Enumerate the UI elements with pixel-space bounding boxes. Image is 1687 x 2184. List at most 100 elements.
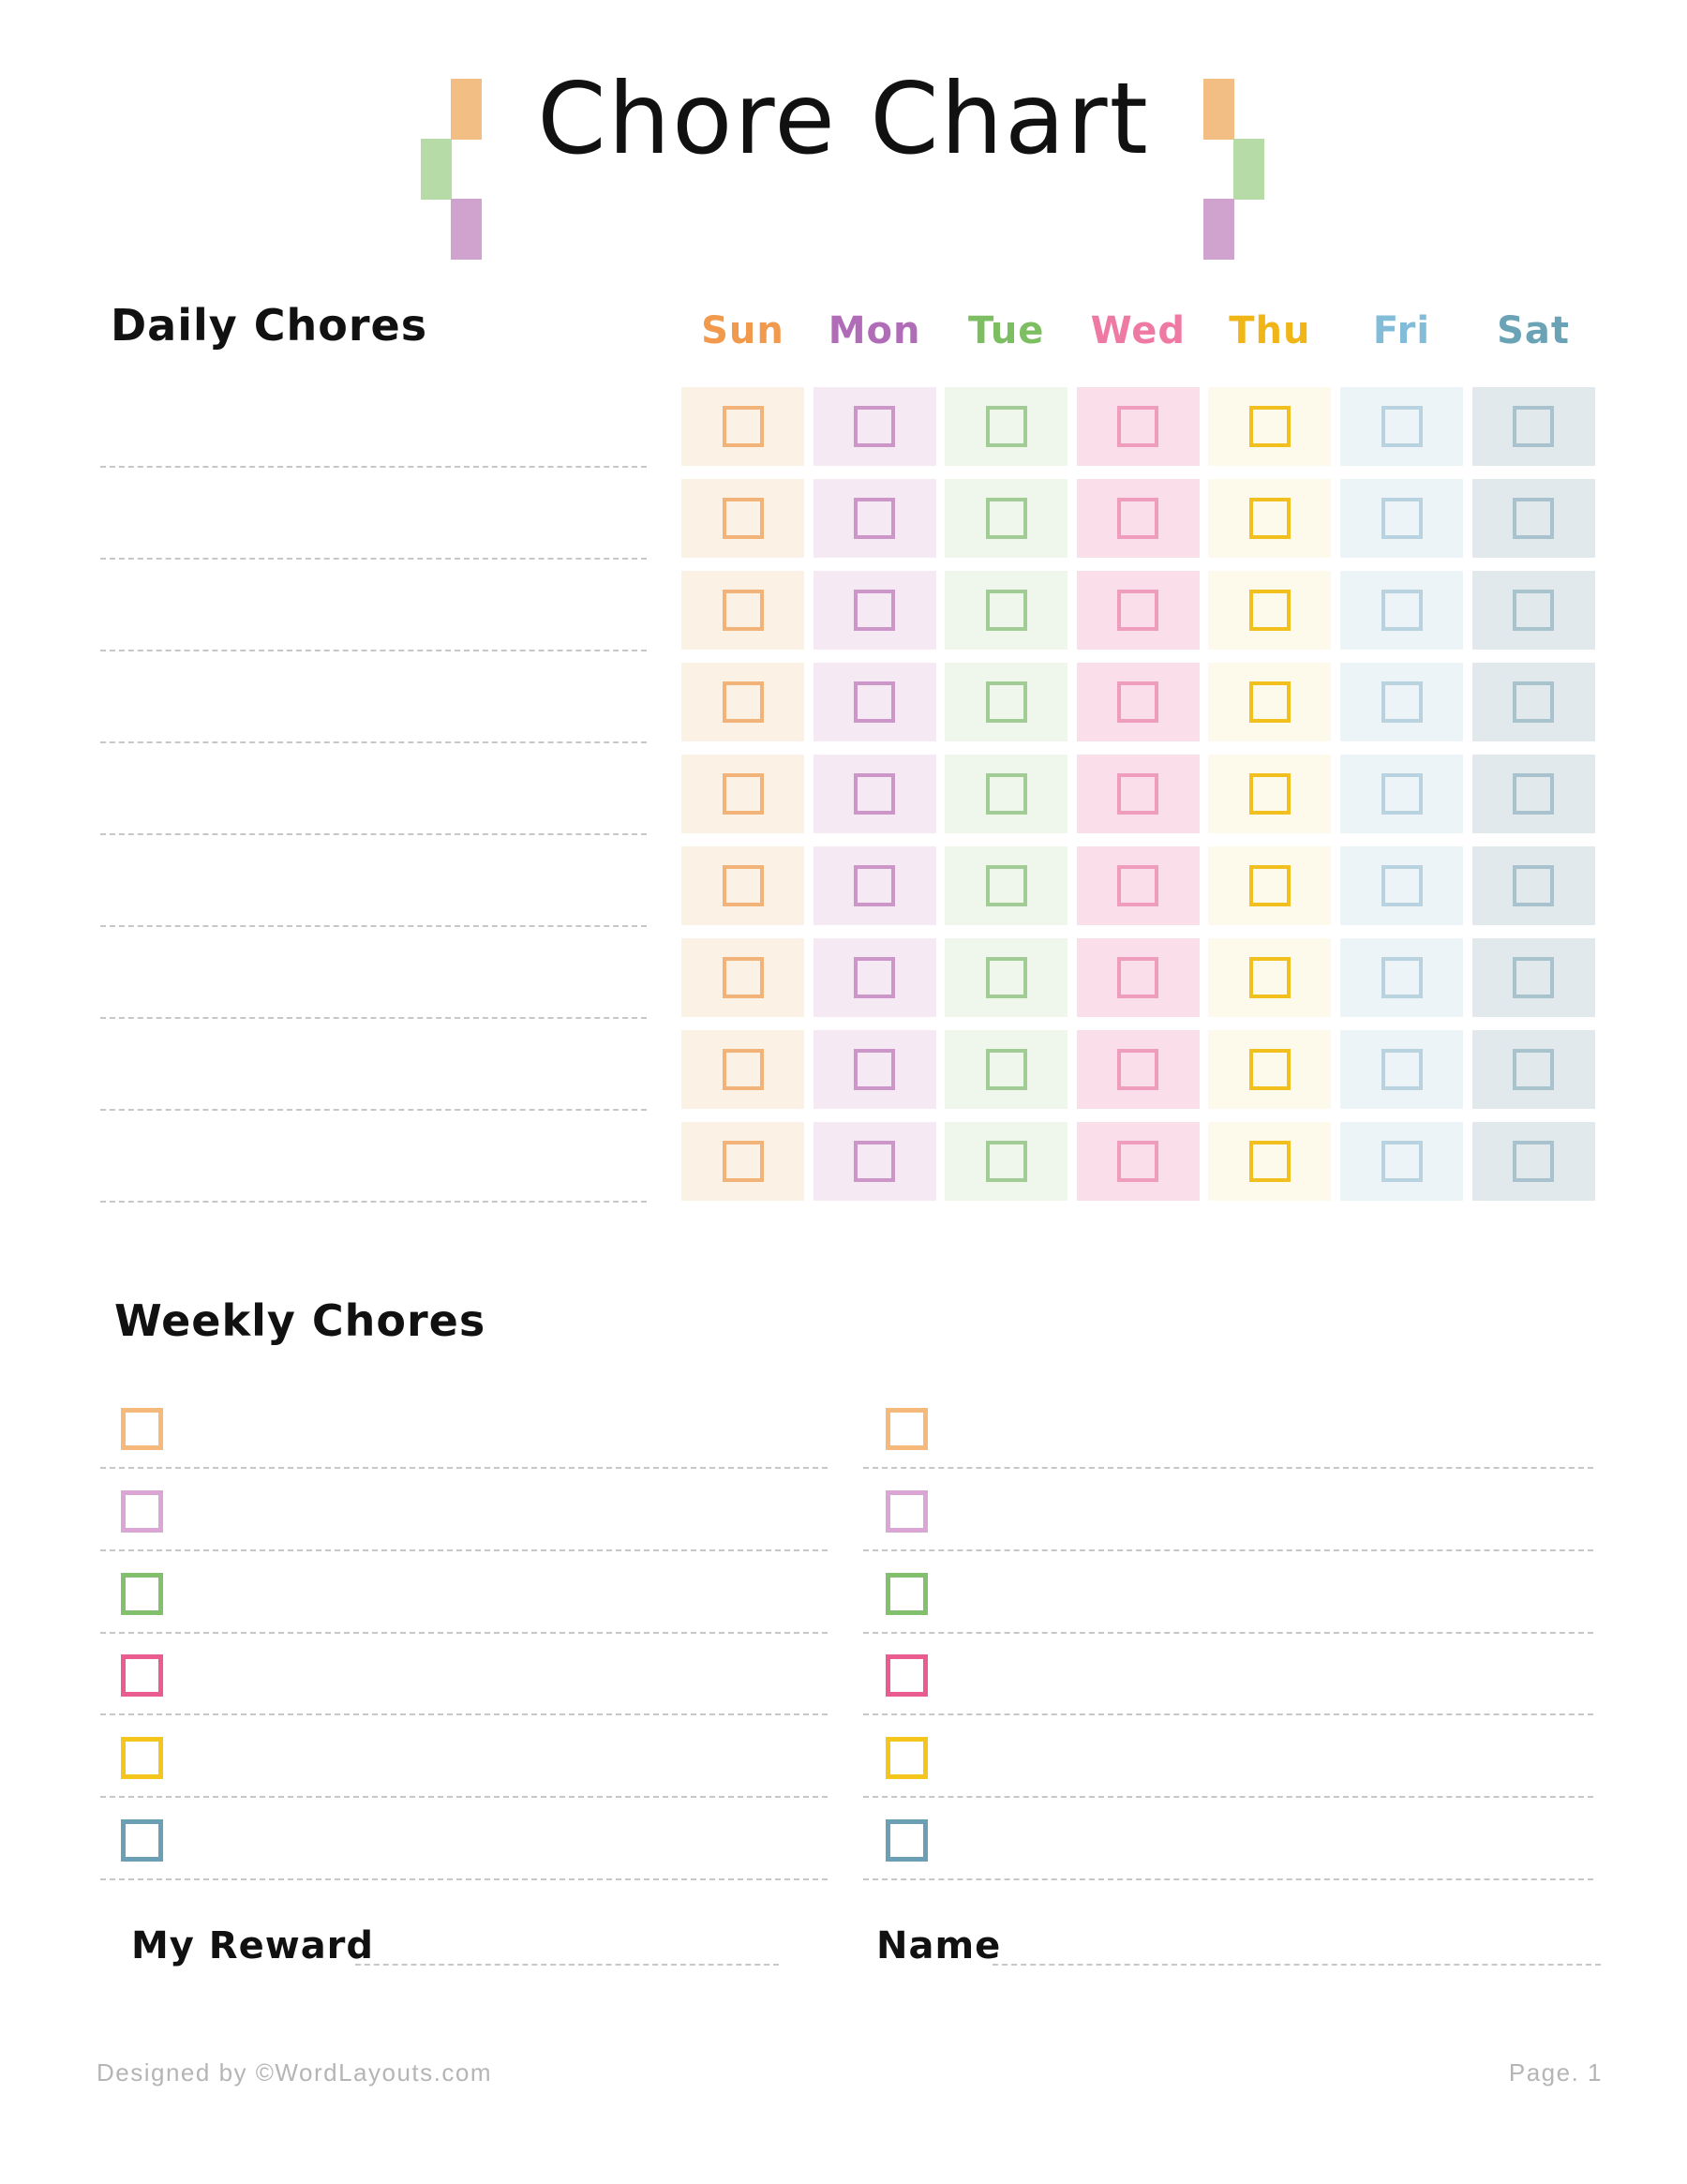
daily-checkbox-sat[interactable]: [1513, 773, 1555, 815]
daily-checkbox-fri[interactable]: [1381, 1141, 1423, 1182]
daily-chore-line[interactable]: [100, 1017, 647, 1019]
daily-checkbox-sun[interactable]: [722, 957, 764, 998]
daily-chore-line[interactable]: [100, 1201, 647, 1203]
daily-checkbox-thu[interactable]: [1248, 406, 1291, 447]
daily-checkbox-sat[interactable]: [1513, 1049, 1555, 1090]
weekly-chore-line[interactable]: [100, 1796, 828, 1799]
weekly-chore-line[interactable]: [100, 1548, 828, 1551]
daily-checkbox-thu[interactable]: [1248, 1141, 1291, 1182]
daily-checkbox-fri[interactable]: [1381, 773, 1423, 815]
daily-checkbox-sat[interactable]: [1513, 406, 1555, 447]
daily-chore-line[interactable]: [100, 1109, 647, 1111]
daily-checkbox-fri[interactable]: [1381, 957, 1423, 998]
weekly-chore-line[interactable]: [863, 1796, 1593, 1799]
weekly-checkbox[interactable]: [886, 1737, 928, 1780]
weekly-chore-line[interactable]: [100, 1631, 828, 1634]
daily-chore-line[interactable]: [100, 833, 647, 835]
daily-checkbox-tue[interactable]: [985, 1049, 1027, 1090]
daily-checkbox-sun[interactable]: [722, 865, 764, 906]
weekly-checkbox[interactable]: [886, 1654, 928, 1698]
daily-checkbox-tue[interactable]: [985, 681, 1027, 723]
weekly-chore-line[interactable]: [100, 1713, 828, 1716]
daily-checkbox-sun[interactable]: [722, 681, 764, 723]
daily-checkbox-fri[interactable]: [1381, 590, 1423, 631]
daily-checkbox-mon[interactable]: [854, 1141, 896, 1182]
daily-checkbox-sun[interactable]: [722, 498, 764, 539]
daily-checkbox-tue[interactable]: [985, 957, 1027, 998]
weekly-chore-line[interactable]: [863, 1548, 1593, 1551]
daily-checkbox-sun[interactable]: [722, 590, 764, 631]
daily-checkbox-fri[interactable]: [1381, 498, 1423, 539]
daily-checkbox-thu[interactable]: [1248, 865, 1291, 906]
weekly-checkbox[interactable]: [121, 1654, 163, 1698]
daily-checkbox-mon[interactable]: [854, 865, 896, 906]
daily-checkbox-tue[interactable]: [985, 498, 1027, 539]
daily-checkbox-thu[interactable]: [1248, 957, 1291, 998]
daily-checkbox-thu[interactable]: [1248, 590, 1291, 631]
daily-checkbox-fri[interactable]: [1381, 1049, 1423, 1090]
daily-checkbox-thu[interactable]: [1248, 773, 1291, 815]
daily-chore-line[interactable]: [100, 741, 647, 743]
daily-checkbox-tue[interactable]: [985, 773, 1027, 815]
weekly-chore-line[interactable]: [863, 1713, 1593, 1716]
weekly-checkbox[interactable]: [886, 1819, 928, 1862]
daily-checkbox-sun[interactable]: [722, 406, 764, 447]
daily-checkbox-sun[interactable]: [722, 1049, 764, 1090]
daily-checkbox-mon[interactable]: [854, 590, 896, 631]
daily-checkbox-wed[interactable]: [1117, 498, 1159, 539]
weekly-checkbox[interactable]: [121, 1819, 163, 1862]
daily-checkbox-mon[interactable]: [854, 957, 896, 998]
daily-checkbox-thu[interactable]: [1248, 681, 1291, 723]
daily-checkbox-sat[interactable]: [1513, 681, 1555, 723]
daily-checkbox-sat[interactable]: [1513, 498, 1555, 539]
weekly-checkbox[interactable]: [886, 1408, 928, 1450]
weekly-chore-line[interactable]: [863, 1631, 1593, 1634]
daily-checkbox-tue[interactable]: [985, 1141, 1027, 1182]
daily-chore-line[interactable]: [100, 466, 647, 468]
weekly-checkbox[interactable]: [121, 1408, 163, 1450]
daily-checkbox-wed[interactable]: [1117, 773, 1159, 815]
daily-checkbox-wed[interactable]: [1117, 865, 1159, 906]
daily-checkbox-mon[interactable]: [854, 498, 896, 539]
daily-checkbox-wed[interactable]: [1117, 1141, 1159, 1182]
daily-checkbox-fri[interactable]: [1381, 865, 1423, 906]
weekly-chore-line[interactable]: [100, 1878, 828, 1880]
daily-checkbox-tue[interactable]: [985, 590, 1027, 631]
daily-checkbox-wed[interactable]: [1117, 957, 1159, 998]
weekly-chore-line[interactable]: [863, 1878, 1593, 1880]
daily-checkbox-thu[interactable]: [1248, 498, 1291, 539]
daily-checkbox-fri[interactable]: [1381, 681, 1423, 723]
daily-checkbox-wed[interactable]: [1117, 1049, 1159, 1090]
daily-checkbox-sat[interactable]: [1513, 865, 1555, 906]
daily-checkbox-mon[interactable]: [854, 1049, 896, 1090]
weekly-checkbox[interactable]: [886, 1489, 928, 1533]
weekly-checkbox[interactable]: [886, 1572, 928, 1615]
daily-checkbox-fri[interactable]: [1381, 406, 1423, 447]
daily-cell-fri: [1340, 846, 1463, 925]
daily-checkbox-wed[interactable]: [1117, 406, 1159, 447]
daily-checkbox-thu[interactable]: [1248, 1049, 1291, 1090]
daily-checkbox-mon[interactable]: [854, 773, 896, 815]
daily-checkbox-mon[interactable]: [854, 406, 896, 447]
daily-checkbox-sat[interactable]: [1513, 590, 1555, 631]
weekly-checkbox[interactable]: [121, 1737, 163, 1780]
my-reward-input-line[interactable]: [355, 1964, 779, 1966]
daily-chore-line[interactable]: [100, 558, 647, 560]
daily-checkbox-sat[interactable]: [1513, 1141, 1555, 1182]
daily-checkbox-sun[interactable]: [722, 1141, 764, 1182]
daily-checkbox-tue[interactable]: [985, 406, 1027, 447]
daily-checkbox-tue[interactable]: [985, 865, 1027, 906]
weekly-chore-line[interactable]: [100, 1467, 828, 1469]
daily-checkbox-sat[interactable]: [1513, 957, 1555, 998]
daily-checkbox-sun[interactable]: [722, 773, 764, 815]
daily-chore-line[interactable]: [100, 650, 647, 651]
weekly-checkbox[interactable]: [121, 1572, 163, 1615]
daily-checkbox-wed[interactable]: [1117, 681, 1159, 723]
weekly-chore-line[interactable]: [863, 1467, 1593, 1469]
name-input-line[interactable]: [993, 1964, 1601, 1966]
daily-cell-wed: [1076, 1030, 1200, 1109]
weekly-checkbox[interactable]: [121, 1489, 163, 1533]
daily-checkbox-wed[interactable]: [1117, 590, 1159, 631]
daily-checkbox-mon[interactable]: [854, 681, 896, 723]
daily-chore-line[interactable]: [100, 925, 647, 927]
